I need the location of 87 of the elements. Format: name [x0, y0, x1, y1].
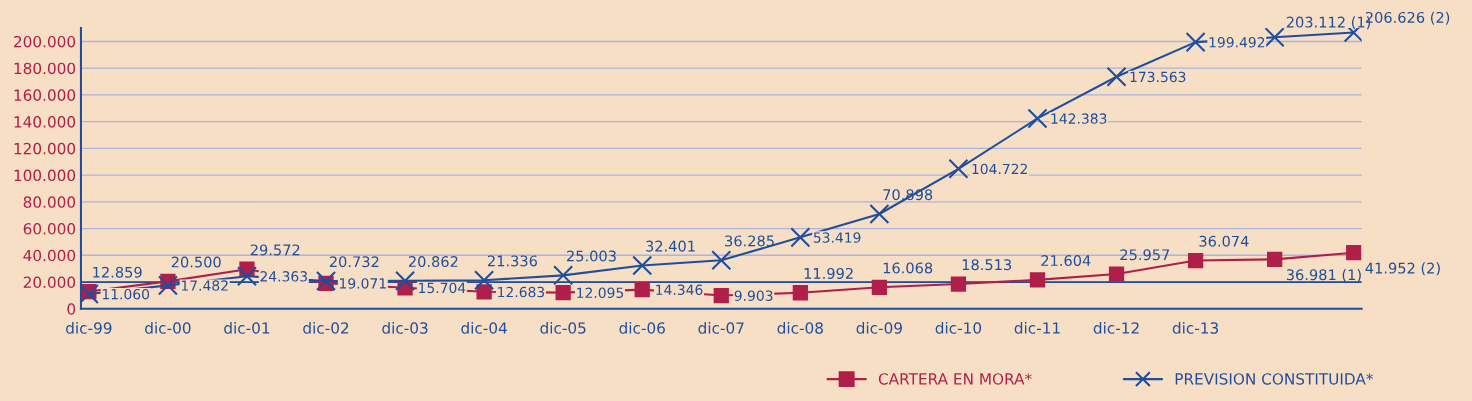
data-label: 20.732 — [329, 256, 379, 268]
data-label: 173.563 — [1130, 71, 1186, 83]
x-tick-label: dic-01 — [224, 321, 270, 334]
x-tick-label: dic-11 — [1014, 321, 1060, 334]
data-label: 41.952 (2) — [1365, 262, 1440, 276]
x-tick-label: dic-04 — [461, 321, 507, 334]
point — [315, 270, 337, 292]
data-label: 199.492 — [1209, 37, 1265, 48]
legend-label: CARTERA EN MORA* — [878, 373, 1032, 385]
data-label: 53.419 — [813, 232, 861, 243]
x-tick-label: dic-09 — [856, 321, 902, 334]
point — [1029, 272, 1046, 288]
y-tick-label: 80.000 — [23, 196, 76, 208]
point — [948, 158, 969, 179]
x-tick-label: dic-07 — [698, 321, 744, 334]
point — [790, 227, 811, 248]
point — [1346, 245, 1362, 261]
point — [713, 287, 729, 304]
data-label: 15.704 — [419, 282, 466, 294]
data-label: 25.957 — [1120, 249, 1170, 261]
point — [476, 284, 492, 300]
point — [869, 203, 890, 225]
data-label: 25.003 — [567, 250, 616, 262]
data-label: 20.500 — [171, 256, 221, 268]
data-label: 11.060 — [102, 288, 150, 300]
data-label: 12.095 — [577, 287, 624, 299]
point — [157, 275, 178, 296]
data-label: 20.862 — [408, 256, 458, 268]
x-tick-label: dic-05 — [540, 321, 586, 334]
point — [1106, 66, 1127, 87]
point — [236, 266, 258, 287]
y-tick-label: 20.000 — [23, 276, 76, 289]
point — [950, 276, 967, 292]
data-label: 17.482 — [181, 280, 228, 291]
data-label: 9.903 — [734, 290, 773, 301]
x-tick-label: dic-13 — [1172, 321, 1219, 334]
data-label: 24.363 — [260, 271, 307, 282]
point — [871, 279, 888, 295]
point — [1027, 108, 1048, 129]
data-label: 29.572 — [250, 244, 300, 256]
point — [1187, 252, 1204, 269]
x-tick-label: dic-99 — [66, 321, 112, 334]
point — [1267, 251, 1283, 267]
data-label: 36.074 — [1199, 235, 1249, 247]
data-label: 21.604 — [1041, 255, 1091, 267]
x-tick-label: dic-02 — [303, 321, 349, 334]
point — [553, 265, 574, 286]
point — [711, 250, 732, 271]
data-label: 12.683 — [498, 286, 545, 298]
x-tick-label: dic-00 — [145, 321, 191, 334]
point — [1264, 28, 1285, 48]
data-label: 11.992 — [804, 267, 853, 279]
x-tick-label: dic-06 — [619, 321, 665, 334]
data-label: 32.401 — [646, 240, 695, 252]
point — [632, 255, 653, 276]
point — [634, 281, 650, 298]
y-tick-label: 100.000 — [14, 169, 76, 182]
data-label: 18.513 — [962, 259, 1012, 271]
y-tick-label: 40.000 — [23, 249, 76, 262]
legend-label: PREVISION CONSTITUIDA* — [1175, 373, 1373, 385]
data-label: 36.285 — [725, 235, 774, 247]
point — [474, 270, 495, 291]
x-tick-label: dic-08 — [777, 321, 823, 334]
point — [1108, 266, 1125, 282]
y-tick-label: 120.000 — [14, 142, 76, 155]
point — [395, 270, 416, 291]
x-tick-label: dic-12 — [1093, 321, 1139, 334]
y-tick-label: 0 — [67, 303, 76, 315]
y-tick-label: 60.000 — [23, 223, 76, 235]
point — [80, 283, 99, 305]
y-tick-label: 140.000 — [14, 116, 76, 128]
data-label: 14.346 — [656, 284, 703, 296]
data-label: 36.981 (1) — [1286, 268, 1361, 282]
data-label: 142.383 — [1051, 113, 1107, 124]
point — [792, 285, 808, 301]
data-label: 16.068 — [883, 262, 933, 274]
x-tick-label: dic-10 — [935, 321, 982, 334]
x-tick-label: dic-03 — [382, 321, 428, 334]
data-label: 21.336 — [487, 255, 538, 267]
y-tick-label: 180.000 — [14, 62, 76, 75]
data-label: 104.722 — [972, 163, 1027, 175]
y-tick-label: 200.000 — [14, 35, 76, 48]
data-label: 12.859 — [93, 266, 142, 278]
y-tick-label: 160.000 — [14, 89, 76, 101]
data-label: 19.071 — [340, 278, 386, 289]
point — [555, 284, 571, 301]
point — [1185, 32, 1206, 53]
